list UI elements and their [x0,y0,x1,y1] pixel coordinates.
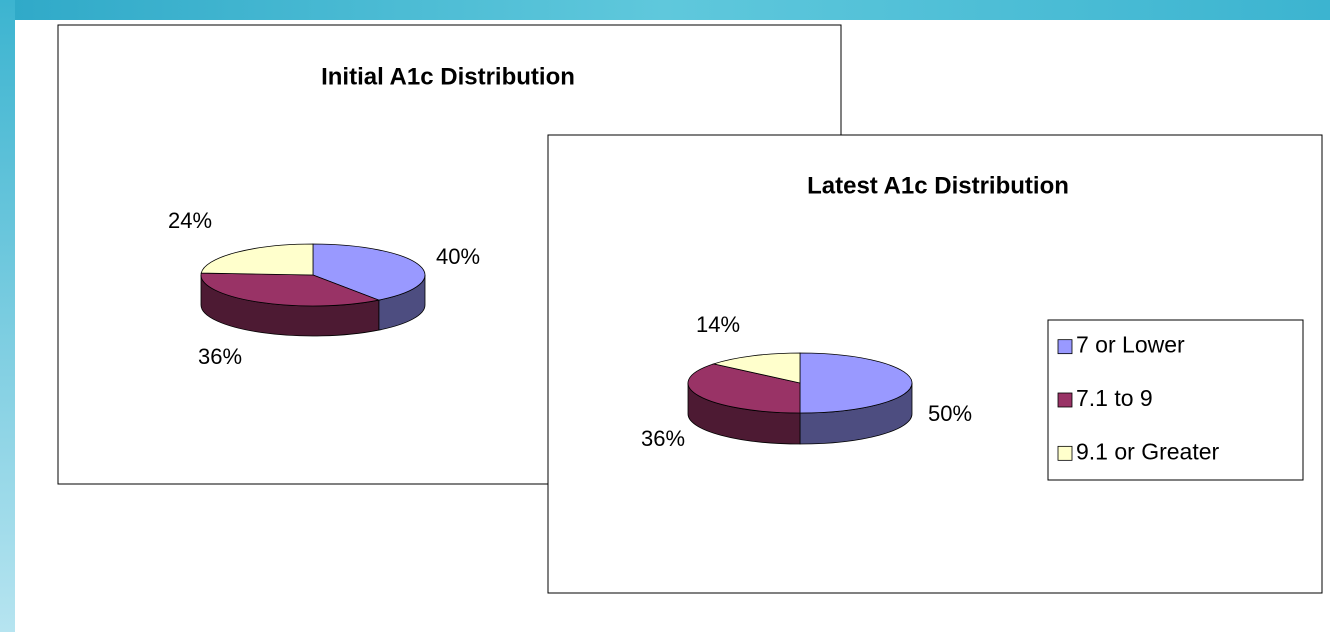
slice [712,352,801,384]
top-band [0,0,1330,20]
legend-label: 9.1 or Greater [1076,438,1220,464]
slice [200,272,381,307]
legend-label: 7 or Lower [1076,332,1185,358]
data-label: 24% [168,208,212,233]
legend-box [1047,319,1304,481]
charts: Initial A1c Distribution 40% 36% 24% Latest … [57,24,1323,594]
chart-title: Initial A1c Distribution [321,63,575,90]
chart-title: Latest A1c Distribution [807,172,1069,199]
slice [312,243,426,301]
data-label: 36% [198,344,242,369]
slice [687,363,801,414]
data-label: 14% [696,312,740,337]
pie-chart: Latest A1c Distribution 50% 36% 14% 7 or Low… [547,134,1323,594]
slice [799,352,913,414]
data-label: 50% [928,401,972,426]
data-label: 40% [436,244,480,269]
legend-swatch [1057,339,1073,355]
legend-label: 7.1 to 9 [1076,385,1153,411]
data-label: 36% [641,426,685,451]
slice [200,243,314,276]
legend-swatch [1057,445,1073,461]
legend-swatch [1057,392,1073,408]
left-band [0,0,15,632]
